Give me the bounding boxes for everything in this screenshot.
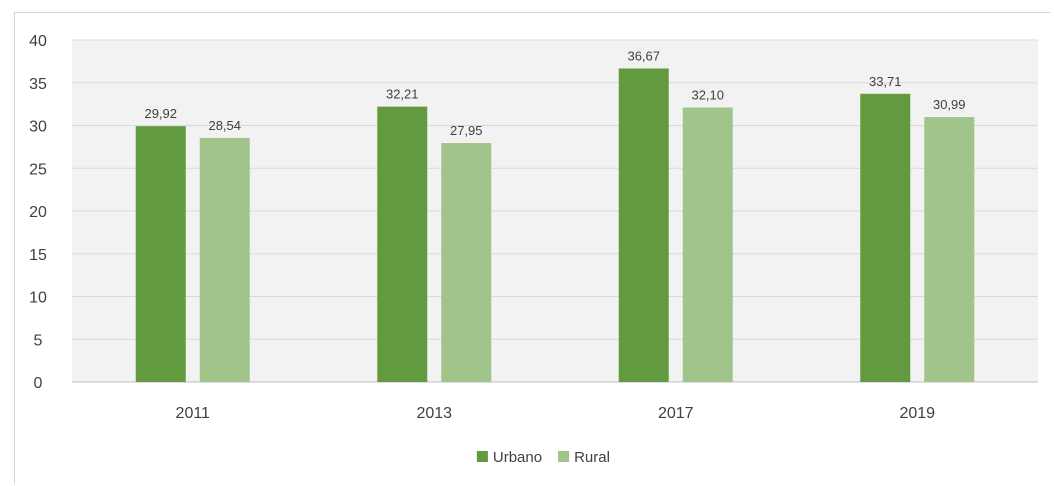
y-tick-label: 40: [29, 33, 47, 50]
x-axis: 2011 2013 2017 2019: [176, 405, 936, 422]
y-tick-label: 5: [34, 332, 43, 349]
x-tick-label: 2019: [899, 405, 935, 422]
x-tick-label: 2013: [416, 405, 452, 422]
x-tick-label: 2017: [658, 405, 694, 422]
bar-rural-2013: [441, 143, 492, 382]
legend-swatch-rural: [558, 451, 570, 462]
y-tick-label: 20: [29, 204, 47, 221]
legend-label-rural: Rural: [574, 449, 610, 466]
data-label-rural-2011: 28,54: [208, 118, 241, 133]
y-tick-label: 10: [29, 290, 47, 307]
bar-urbano-2017: [618, 68, 669, 382]
bar-rural-2017: [682, 107, 733, 383]
legend-swatch-urbano: [476, 451, 488, 462]
data-label-rural-2019: 30,99: [933, 97, 966, 112]
data-label-urbano-2019: 33,71: [869, 74, 902, 89]
y-tick-label: 15: [29, 247, 47, 264]
bars: [135, 68, 975, 383]
bar-urbano-2013: [377, 106, 428, 383]
y-tick-label: 30: [29, 119, 47, 136]
bar-rural-2011: [199, 137, 250, 382]
data-label-rural-2013: 27,95: [450, 123, 483, 138]
data-labels: 29,92 28,54 32,21 27,95 36,67 32,10 33,71 30,99: [144, 48, 965, 138]
y-tick-label: 0: [34, 375, 43, 392]
bar-rural-2019: [924, 117, 975, 383]
bar-urbano-2019: [860, 93, 911, 382]
legend: Urbano Rural: [476, 449, 610, 466]
y-tick-label: 25: [29, 161, 47, 178]
legend-label-urbano: Urbano: [493, 449, 542, 466]
x-tick-label: 2011: [176, 405, 211, 422]
chart-frame: [14, 12, 1050, 484]
data-label-rural-2017: 32,10: [691, 88, 724, 103]
data-label-urbano-2011: 29,92: [144, 106, 177, 121]
data-label-urbano-2013: 32,21: [386, 87, 419, 102]
data-label-urbano-2017: 36,67: [627, 48, 660, 63]
bar-urbano-2011: [135, 126, 186, 383]
y-tick-label: 35: [29, 76, 47, 93]
